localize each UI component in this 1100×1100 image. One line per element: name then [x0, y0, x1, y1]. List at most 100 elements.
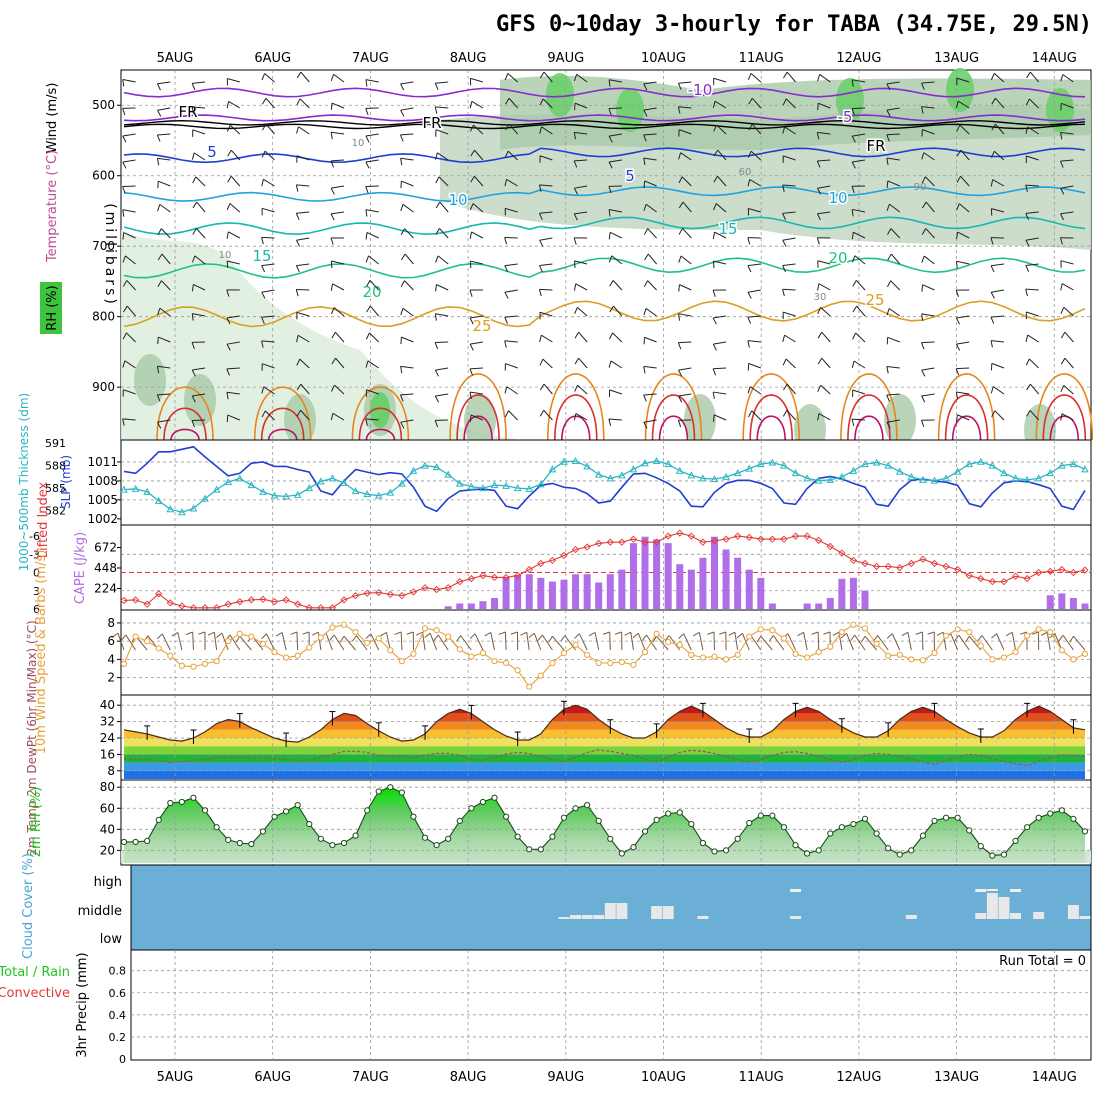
wind-barb-feather [782, 98, 787, 106]
rh-point [213, 824, 220, 831]
rh-point [248, 840, 255, 848]
cape-bar [815, 603, 823, 609]
wind-barb-feather [886, 633, 893, 639]
wind-barb-feather [677, 342, 682, 350]
wind-barb-feather [678, 228, 683, 235]
thickness-point [247, 481, 256, 489]
rh-cell-bright [370, 392, 390, 428]
wind-barb-feather [1031, 631, 1039, 635]
isotherm-label: 5 [625, 167, 635, 185]
wind-barb [683, 633, 692, 651]
thickness-point [571, 457, 580, 465]
rh-cell [946, 68, 974, 112]
thickness-point [235, 474, 244, 482]
precip-legend-convective: Convective [0, 986, 70, 1001]
wind-barb [261, 207, 275, 213]
lifted-index-point [1035, 568, 1043, 577]
day-label-top: 8AUG [450, 51, 487, 66]
rh-point [966, 827, 973, 834]
wind-speed-point [885, 652, 892, 659]
wind-barb [473, 124, 484, 135]
cape-ylabel: CAPE (J/kg) [73, 532, 88, 604]
wind-barb-feather [608, 79, 611, 87]
wind-speed-point [526, 683, 533, 690]
cloud-mid-bar [986, 893, 998, 919]
wind-barb [439, 228, 449, 239]
wind-barb [714, 100, 727, 109]
cloud-mid-bar [1067, 905, 1079, 919]
wind-barb-feather [574, 357, 580, 365]
wind-barb [713, 367, 727, 370]
wind-barb-feather [797, 631, 804, 637]
rh-point [873, 830, 880, 837]
wind-barb [281, 632, 287, 651]
wind-barb [956, 341, 970, 345]
rh-point [607, 835, 614, 842]
wind-barb-feather [330, 132, 333, 140]
wind-barb [1060, 132, 1074, 135]
wind-barb-feather [295, 265, 300, 273]
wind-speed-point [306, 644, 313, 651]
wind-barb-feather [677, 83, 682, 90]
thickness-point [409, 466, 418, 474]
wind-barb-feather [366, 305, 371, 313]
rh-point [989, 852, 996, 859]
wind-barb [401, 336, 414, 343]
cape-bar [768, 603, 776, 609]
instability-ticks: -6 -3 0 3 6 224 448 672 [29, 530, 121, 616]
rh-point [572, 805, 579, 812]
wind-barb-feather [588, 631, 596, 637]
wind-barb-feather [261, 237, 264, 245]
wind-barb [539, 155, 553, 161]
thickness-point [664, 460, 673, 468]
wind-barb [817, 631, 820, 651]
wind-speed-point [653, 630, 660, 637]
day-label-top: 5AUG [157, 51, 194, 66]
rh-point [236, 839, 243, 847]
wind-barb-feather [886, 157, 889, 166]
wind-barb-feather [330, 307, 335, 315]
wind-barb-feather [608, 360, 612, 368]
rh-point [132, 838, 139, 846]
day-label-top: 6AUG [254, 51, 291, 66]
warm-lobe [358, 407, 403, 441]
cape-bar [548, 581, 556, 609]
wind-barb-feather [330, 213, 335, 221]
wind-barb-feather [840, 632, 847, 639]
wind-barb [747, 340, 761, 343]
thickness-point [1034, 474, 1043, 482]
wind-barb-feather [227, 149, 232, 157]
li-tick: 3 [33, 585, 40, 598]
precip-tick: 0.6 [109, 987, 127, 1000]
temperature-band [124, 729, 1085, 738]
temperature-series [123, 700, 1086, 767]
cape-bar [467, 603, 475, 609]
isotherm-label: FR [422, 114, 441, 132]
wind-barb-feather [955, 368, 960, 376]
wind-barb-feather [365, 360, 369, 368]
wind-barb [714, 231, 727, 239]
wind-barb-feather [380, 631, 387, 637]
wind-barb-feather [851, 161, 856, 169]
wind-barb-feather [609, 332, 614, 340]
wind-barb-feather [504, 386, 508, 394]
wind-barb [852, 107, 866, 110]
thickness-point [1000, 469, 1008, 477]
rh-point [410, 813, 417, 820]
wind-barb [126, 305, 136, 317]
rh-point [155, 816, 162, 823]
rh-point [699, 839, 707, 847]
wind-barb [239, 635, 252, 651]
rh-point [387, 784, 394, 791]
rh-point [769, 812, 776, 819]
wind-barb [957, 100, 970, 109]
wind-barb-feather [990, 237, 994, 245]
lifted-index-point [629, 535, 638, 543]
warm-lobe [351, 386, 410, 441]
cloud-panel: high middle low Cloud Cover (%) [21, 853, 1092, 959]
upper-label-temperature: Temperature (°C) [45, 150, 60, 263]
cape-bar [595, 582, 603, 609]
wind-barb-feather [747, 151, 752, 158]
wind-barb [469, 315, 483, 319]
lifted-index-point [236, 598, 244, 606]
